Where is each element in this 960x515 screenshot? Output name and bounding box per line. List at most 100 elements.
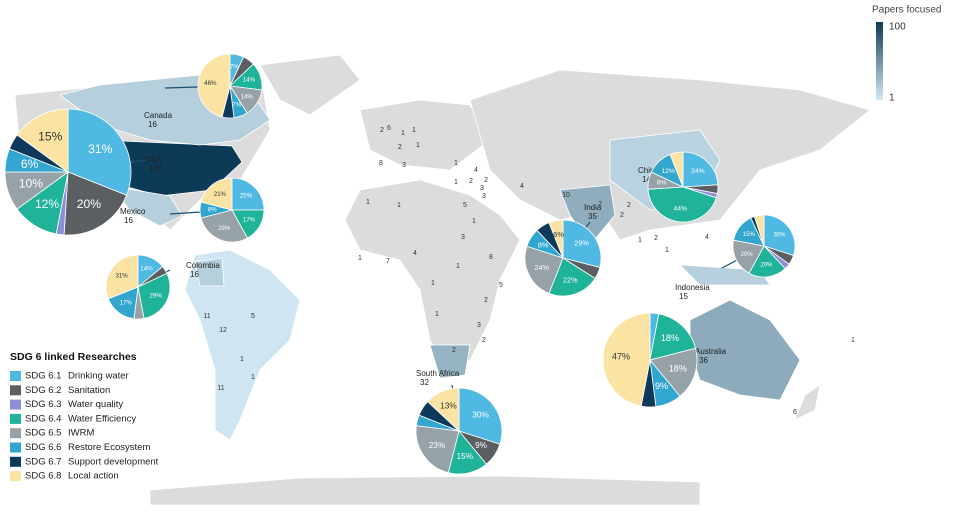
- south-america: [184, 249, 301, 441]
- pies: 31%20%12%10%6%15%7%14%14%7%46%25%17%29%8…: [4, 53, 796, 475]
- count-label: 5: [463, 202, 467, 209]
- count-label: 2: [484, 177, 488, 184]
- pie-label: 10%: [19, 176, 43, 190]
- legend-box: [4, 346, 172, 484]
- count-label: 1: [401, 130, 405, 137]
- count-label: 1: [412, 127, 416, 134]
- legend-code: SDG 6.3: [25, 399, 61, 410]
- count-label: 1: [665, 247, 669, 254]
- legend-code: SDG 6.5: [25, 428, 61, 439]
- pie-slice: [105, 254, 139, 300]
- count-label: 11: [203, 313, 210, 320]
- pie-label: 24%: [691, 168, 704, 175]
- pie-label: 12%: [661, 168, 674, 175]
- pie-slice: [732, 239, 765, 274]
- country: [109, 185, 183, 227]
- scale-title: Papers focused: [872, 5, 942, 16]
- pie-label: 17%: [120, 299, 133, 306]
- legend-swatch: [10, 413, 21, 424]
- africa: [344, 179, 521, 371]
- count-label: 4: [520, 183, 524, 190]
- pie-slice: [427, 387, 460, 432]
- legend-label: IWRM: [68, 428, 94, 439]
- scale-legend: Papers focused 100 1: [872, 5, 942, 104]
- pie-label: 18%: [661, 333, 679, 343]
- count-label: 12: [219, 327, 227, 334]
- count-label: 1: [454, 179, 458, 186]
- pie-label: 14%: [241, 93, 254, 100]
- count-label: 11: [217, 385, 224, 392]
- pie-label: 9%: [475, 441, 488, 450]
- legend-code: SDG 6.7: [25, 456, 61, 467]
- pie-label: 23%: [429, 441, 446, 450]
- country-count: 36: [699, 356, 708, 365]
- legend-swatch: [10, 442, 21, 453]
- legend-label: Water Efficiency: [68, 413, 136, 424]
- count-label: 1: [240, 356, 244, 363]
- pie-slice: [753, 214, 765, 247]
- pie-slice: [63, 171, 128, 236]
- legend-label: Restore Ecosystem: [68, 442, 150, 453]
- pie-slice: [200, 177, 233, 211]
- count-label: 4: [413, 250, 417, 257]
- count-label: 1: [397, 202, 401, 209]
- country-name: USA: [145, 155, 162, 164]
- pie-label: 8%: [657, 180, 667, 187]
- count-label: 2: [482, 337, 486, 344]
- count-label: 2: [654, 235, 658, 242]
- country-count: 16: [124, 216, 133, 225]
- pie-label: 20%: [760, 263, 773, 269]
- legend-label: Drinking water: [68, 371, 129, 382]
- pie-slice: [67, 108, 132, 196]
- country-count: 16: [190, 270, 199, 279]
- count-label: 2: [627, 202, 631, 209]
- count-label: 7: [386, 258, 390, 265]
- pie-label: 22%: [563, 275, 578, 284]
- count-label: 3: [480, 185, 484, 192]
- country-name: Mexico: [120, 207, 146, 216]
- pie-label: 15%: [38, 129, 62, 143]
- pie-label: 6%: [553, 230, 564, 239]
- pie-label: 29%: [574, 238, 589, 247]
- pie-label: 6%: [21, 157, 39, 171]
- count-label: 6: [793, 409, 797, 416]
- count-label: 1: [454, 160, 458, 167]
- legend-code: SDG 6.4: [25, 413, 61, 424]
- pie-slice: [682, 151, 719, 188]
- scale-max: 100: [889, 22, 906, 33]
- legend-code: SDG 6.6: [25, 442, 61, 453]
- pie-slice: [763, 214, 796, 257]
- country: [194, 257, 225, 287]
- pie-slice: [137, 272, 171, 319]
- count-label: 2: [620, 212, 624, 219]
- pie-slice: [602, 312, 651, 407]
- legend-swatch: [10, 428, 21, 439]
- pie-label: 12%: [35, 197, 59, 211]
- legend-title: SDG 6 linked Researches: [10, 351, 137, 363]
- pie-label: 15%: [457, 452, 474, 461]
- count-label: 4: [705, 234, 709, 241]
- legend-code: SDG 6.1: [25, 371, 61, 382]
- sdg-legend: SDG 6 linked Researches SDG 6.1 Drinking …: [4, 346, 172, 484]
- country-name: Indonesia: [675, 283, 710, 292]
- scale-bar: [876, 22, 883, 100]
- count-label: 1: [851, 337, 855, 344]
- new-zealand: [794, 384, 821, 421]
- count-label: 10: [562, 192, 570, 199]
- count-label: 8: [379, 160, 383, 167]
- pie-label: 30%: [472, 411, 489, 420]
- country-count: 15: [679, 292, 688, 301]
- pie-label: 20%: [741, 252, 754, 258]
- pie-label: 9%: [655, 381, 668, 391]
- country-name: India: [584, 203, 602, 212]
- scale-min: 1: [889, 93, 895, 104]
- pie-slice: [524, 245, 564, 294]
- legend-label: Local action: [68, 471, 119, 482]
- legend-code: SDG 6.2: [25, 385, 61, 396]
- legend-swatch: [10, 456, 21, 467]
- pie-label: 8%: [208, 207, 217, 214]
- count-label: 5: [251, 313, 255, 320]
- count-label: 3: [477, 322, 481, 329]
- pie-label: 13%: [440, 402, 457, 411]
- count-label: 3: [402, 162, 406, 169]
